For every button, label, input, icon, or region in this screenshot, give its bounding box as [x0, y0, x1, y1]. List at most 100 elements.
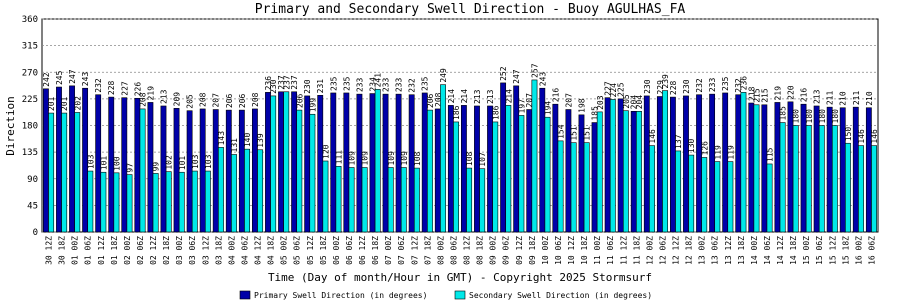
x-tick-label: 05 12Z — [306, 236, 315, 265]
x-tick-label: 09 00Z — [489, 236, 498, 265]
value-label: 210 — [839, 91, 848, 106]
y-tick-label: 0 — [33, 228, 38, 238]
value-label: 203 — [596, 95, 605, 110]
value-label: 249 — [439, 68, 448, 83]
x-tick-label: 02 00Z — [123, 236, 132, 265]
x-tick-label: 09 18Z — [528, 236, 537, 265]
bar — [374, 89, 381, 233]
bar — [500, 82, 507, 233]
value-label: 102 — [165, 155, 174, 170]
x-tick-label: 03 12Z — [201, 236, 210, 265]
value-label: 233 — [708, 78, 717, 93]
bar — [461, 105, 467, 233]
bar — [683, 95, 689, 233]
bar — [696, 94, 702, 233]
value-label: 214 — [504, 89, 513, 104]
bar — [466, 167, 473, 233]
bar — [643, 95, 650, 233]
bar — [395, 93, 402, 233]
value-label: 180 — [818, 109, 827, 124]
bar — [761, 104, 768, 233]
x-tick-label: 13 12Z — [724, 236, 733, 265]
bar — [818, 125, 825, 233]
value-label: 230 — [682, 79, 691, 94]
value-label: 101 — [178, 156, 187, 171]
bar — [748, 102, 755, 233]
x-tick-label: 01 12Z — [97, 236, 106, 265]
bar — [852, 106, 859, 233]
bar — [330, 92, 337, 233]
bar — [283, 91, 290, 233]
value-label: 109 — [361, 151, 370, 166]
chart-title: Primary and Secondary Swell Direction - … — [255, 2, 686, 17]
x-tick-label: 12 00Z — [645, 236, 654, 265]
bar — [440, 84, 446, 233]
bar — [740, 92, 747, 233]
value-label: 208 — [139, 92, 148, 107]
bar — [335, 166, 342, 233]
x-tick-label: 15 12Z — [828, 236, 837, 265]
value-label: 139 — [256, 133, 265, 148]
bar — [413, 167, 420, 233]
value-label: 216 — [800, 88, 809, 103]
x-tick-label: 15 00Z — [802, 236, 811, 265]
x-tick-label: 04 06Z — [240, 236, 249, 265]
x-tick-label: 07 18Z — [423, 236, 432, 265]
value-label: 194 — [544, 101, 553, 116]
value-label: 213 — [159, 89, 168, 104]
value-label: 232 — [94, 78, 103, 93]
bar — [191, 170, 198, 233]
bar — [766, 163, 773, 233]
bar — [61, 112, 68, 233]
value-label: 214 — [460, 89, 469, 104]
value-label: 209 — [173, 92, 182, 107]
value-label: 202 — [73, 96, 82, 111]
bar — [361, 167, 368, 233]
bar — [113, 172, 120, 233]
value-label: 120 — [321, 144, 330, 159]
x-tick-label: 15 06Z — [815, 236, 824, 265]
value-label: 108 — [413, 151, 422, 166]
x-tick-label: 11 00Z — [593, 236, 602, 265]
bar — [387, 167, 394, 233]
bar — [479, 168, 486, 233]
bar — [173, 108, 180, 233]
value-label: 247 — [68, 69, 77, 84]
value-label: 224 — [609, 83, 618, 98]
bar — [257, 149, 264, 233]
x-tick-label: 10 00Z — [541, 236, 550, 265]
x-tick-label: 02 18Z — [162, 236, 171, 265]
value-label: 119 — [713, 145, 722, 160]
value-label: 206 — [225, 93, 234, 108]
value-label: 151 — [583, 126, 592, 141]
value-label: 197 — [517, 99, 526, 114]
bar — [231, 154, 237, 233]
x-tick-label: 30 18Z — [58, 236, 67, 265]
bar — [453, 121, 459, 233]
value-label: 186 — [452, 105, 461, 120]
value-label: 237 — [282, 75, 291, 90]
bar — [570, 142, 577, 233]
y-tick-label: 225 — [22, 95, 38, 105]
value-label: 245 — [55, 70, 64, 85]
bar — [662, 90, 668, 233]
bar — [304, 95, 311, 233]
y-tick-label: 90 — [27, 175, 38, 185]
value-label: 204 — [635, 95, 644, 110]
bar — [617, 98, 624, 233]
bar — [701, 157, 708, 233]
value-label: 213 — [813, 89, 822, 104]
bar — [238, 109, 245, 233]
value-label: 243 — [538, 72, 547, 87]
value-label: 208 — [251, 92, 260, 107]
value-label: 151 — [570, 126, 579, 141]
value-label: 146 — [648, 129, 657, 144]
value-label: 243 — [81, 72, 90, 87]
value-label: 126 — [700, 141, 709, 156]
bar — [753, 104, 760, 233]
bar — [427, 109, 433, 233]
x-tick-label: 08 18Z — [476, 236, 485, 265]
bar — [865, 107, 872, 233]
value-label: 227 — [604, 81, 613, 96]
